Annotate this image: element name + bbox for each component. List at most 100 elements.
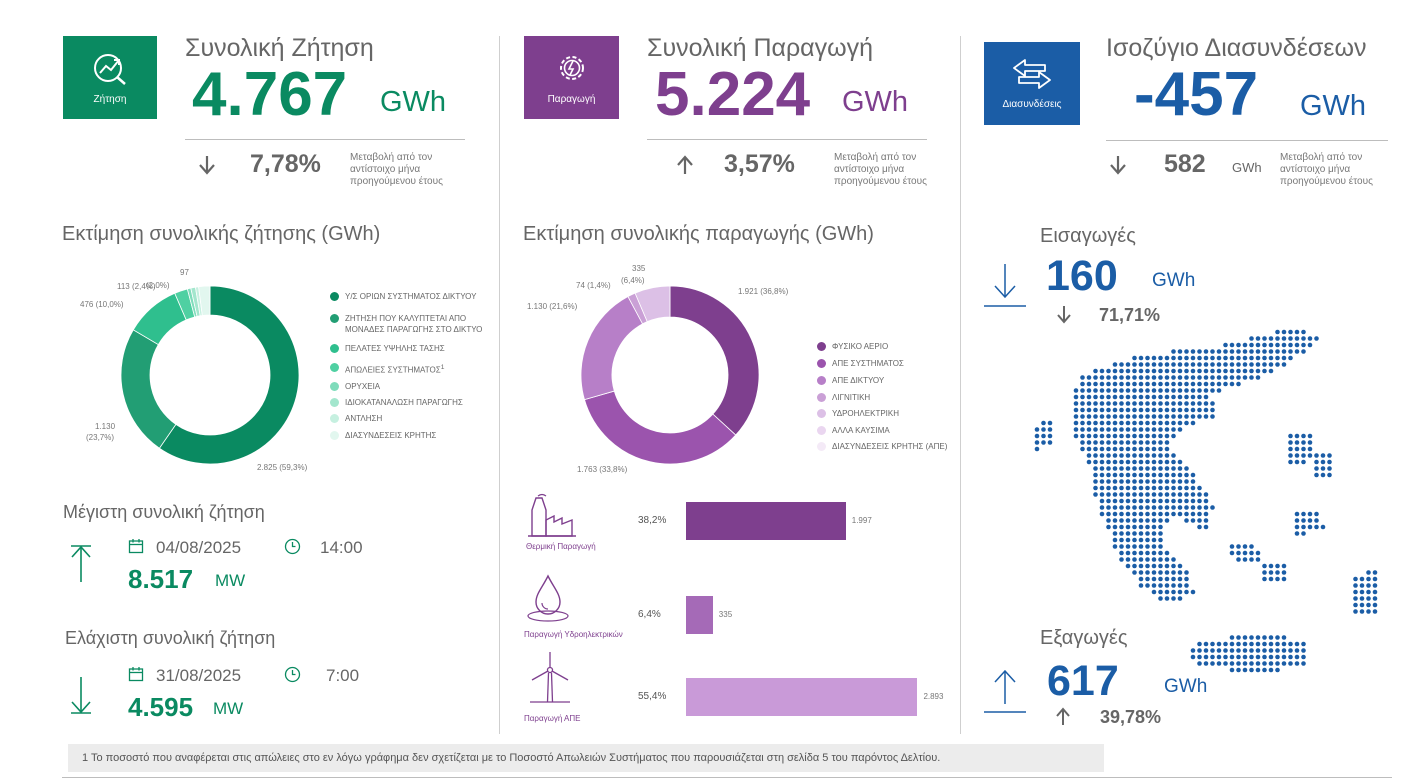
interconnections-unit: GWh: [1300, 90, 1367, 122]
production-title: Συνολική Παραγωγή: [647, 34, 874, 62]
arrow-down-icon: [199, 156, 215, 175]
legend-item: ΖΗΤΗΣΗ ΠΟΥ ΚΑΛΥΠΤΕΤΑΙ ΑΠΟ ΜΟΝΑΔΕΣ ΠΑΡΑΓΩ…: [330, 313, 500, 335]
bar: [686, 502, 846, 540]
imports-title: Εισαγωγές: [1040, 225, 1136, 247]
production-unit: GWh: [842, 86, 909, 118]
legend-item: ΑΠΕ ΣΥΣΤΗΜΑΤΟΣ: [817, 358, 987, 369]
min-demand-date: 31/08/2025: [156, 666, 242, 685]
data-label: (23,7%): [86, 433, 115, 442]
legend-item: ΟΡΥΧΕΙΑ: [330, 381, 500, 392]
legend-item: ΥΔΡΟΗΛΕΚΤΡΙΚΗ: [817, 408, 987, 419]
production-chart-title: Εκτίμηση συνολικής παραγωγής (GWh): [523, 223, 874, 245]
production-change: 3,57%: [724, 150, 795, 178]
bar-percent-label: 6,4%: [638, 609, 661, 620]
bar-value-label: 335: [718, 610, 733, 619]
bar-value-label: 2.893: [923, 692, 944, 701]
hydro-production-label: Παραγωγή Υδροηλεκτρικών: [524, 630, 623, 639]
interconnections-value: -457: [1134, 60, 1259, 129]
demand-change-note: Μεταβολή από τον αντίστοιχο μήνα προηγού…: [350, 152, 443, 187]
production-value: 5.224: [655, 60, 811, 129]
legend-item: ΙΔΙΟΚΑΤΑΝΑΛΩΣΗ ΠΑΡΑΓΩΓΗΣ: [330, 397, 500, 408]
data-label: 2.825 (59,3%): [257, 463, 308, 472]
max-demand-value: 8.517: [128, 564, 194, 594]
res-production-label: Παραγωγή ΑΠΕ: [524, 714, 581, 723]
legend-swatch: [817, 359, 826, 368]
legend-label: ΙΔΙΟΚΑΤΑΝΑΛΩΣΗ ΠΑΡΑΓΩΓΗΣ: [345, 398, 463, 407]
demand-chart-icon: [94, 54, 126, 85]
exports-title: Εξαγωγές: [1040, 627, 1128, 649]
demand-tile-label: Ζήτηση: [93, 94, 127, 105]
interconnections-change-note: Μεταβολή από τον αντίστοιχο μήνα προηγού…: [1280, 152, 1373, 187]
min-demand-unit: MW: [213, 699, 244, 718]
donut-slice: [198, 285, 211, 316]
data-label: 113 (2,4%): [117, 282, 156, 291]
legend-swatch: [330, 431, 339, 440]
download-icon: [984, 264, 1026, 307]
legend-swatch: [330, 363, 339, 372]
demand-chart-title: Εκτίμηση συνολικής ζήτησης (GWh): [62, 223, 381, 245]
interconnections-change: 582: [1164, 150, 1206, 178]
data-label: 1.763 (33,8%): [577, 465, 628, 474]
max-demand-unit: MW: [215, 571, 246, 590]
legend-swatch: [330, 398, 339, 407]
legend-item: ΠΕΛΑΤΕΣ ΥΨΗΛΗΣ ΤΑΣΗΣ: [330, 343, 500, 354]
bar-percent-label: 38,2%: [638, 515, 667, 526]
arrow-up-icon: [1056, 707, 1070, 725]
data-label: (2,0%): [146, 281, 170, 290]
production-tile-label: Παραγωγή: [547, 94, 596, 105]
greece-map: [1034, 329, 1378, 673]
data-label: 97: [180, 268, 189, 277]
arrow-up-icon: [71, 545, 91, 582]
legend-label: ΥΔΡΟΗΛΕΚΤΡΙΚΗ: [832, 409, 899, 418]
legend-swatch: [817, 376, 826, 385]
min-demand-title: Ελάχιστη συνολική ζήτηση: [65, 628, 276, 648]
arrow-down-icon: [71, 677, 91, 714]
arrow-down-icon: [1110, 156, 1126, 175]
thermal-plant-icon: [528, 493, 576, 537]
data-label: 1.130 (21,6%): [527, 302, 578, 311]
legend-swatch: [817, 342, 826, 351]
demand-tile: Ζήτηση: [63, 36, 157, 119]
legend-item: ΛΙΓΝΙΤΙΚΗ: [817, 392, 987, 403]
exports-change: 39,78%: [1100, 707, 1162, 727]
legend-label: ΔΙΑΣΥΝΔΕΣΕΙΣ ΚΡΗΤΗΣ (ΑΠΕ): [832, 442, 948, 451]
upload-icon: [984, 669, 1026, 713]
donut-slice: [669, 285, 760, 436]
interconnections-tile: Διασυνδέσεις: [984, 42, 1080, 125]
legend-label: ΑΠΩΛΕΙΕΣ ΣΥΣΤΗΜΑΤΟΣ1: [345, 364, 445, 375]
data-label: 1.921 (36,8%): [738, 287, 789, 296]
legend-label: ΟΡΥΧΕΙΑ: [345, 382, 381, 391]
legend-label: ΛΙΓΝΙΤΙΚΗ: [832, 393, 871, 402]
thermal-production-label: Θερμική Παραγωγή: [526, 542, 596, 551]
production-change-note: Μεταβολή από τον αντίστοιχο μήνα προηγού…: [834, 152, 927, 187]
gear-lightning-icon: [559, 56, 584, 80]
legend-swatch: [330, 382, 339, 391]
data-label: 476 (10,0%): [80, 300, 124, 309]
bar: [686, 678, 918, 716]
exports-unit: GWh: [1164, 676, 1208, 697]
legend-label: ΦΥΣΙΚΟ ΑΕΡΙΟ: [832, 342, 889, 351]
legend-item: ΔΙΑΣΥΝΔΕΣΕΙΣ ΚΡΗΤΗΣ: [330, 430, 500, 441]
legend-item: ΑΠΕ ΔΙΚΤΥΟΥ: [817, 375, 987, 386]
clock-icon: [284, 666, 301, 683]
donut-slice: [634, 285, 671, 323]
legend-swatch: [330, 414, 339, 423]
min-demand-time: 7:00: [326, 666, 360, 685]
legend-label: Υ/Σ ΟΡΙΩΝ ΣΥΣΤΗΜΑΤΟΣ ΔΙΚΤΥΟΥ: [345, 292, 477, 301]
imports-change: 71,71%: [1099, 305, 1161, 325]
interconnections-rule: [1106, 140, 1388, 141]
donut-slice: [158, 285, 300, 465]
data-label: (6,4%): [621, 276, 645, 285]
legend-footnote-ref: 1: [440, 364, 445, 371]
legend-item: ΑΠΩΛΕΙΕΣ ΣΥΣΤΗΜΑΤΟΣ1: [330, 362, 500, 376]
legend-item: ΑΛΛΑ ΚΑΥΣΙΜΑ: [817, 425, 987, 436]
donut-slice: [120, 329, 177, 449]
legend-label: ΔΙΑΣΥΝΔΕΣΕΙΣ ΚΡΗΤΗΣ: [345, 431, 437, 440]
data-label: 1.130: [95, 422, 116, 431]
legend-item: ΔΙΑΣΥΝΔΕΣΕΙΣ ΚΡΗΤΗΣ (ΑΠΕ): [817, 441, 987, 452]
production-donut-chart: [580, 285, 760, 465]
legend-swatch: [330, 292, 339, 301]
max-demand-title: Μέγιστη συνολική ζήτηση: [63, 502, 265, 522]
legend-label: ΠΕΛΑΤΕΣ ΥΨΗΛΗΣ ΤΑΣΗΣ: [345, 344, 445, 353]
bar: [686, 596, 713, 634]
